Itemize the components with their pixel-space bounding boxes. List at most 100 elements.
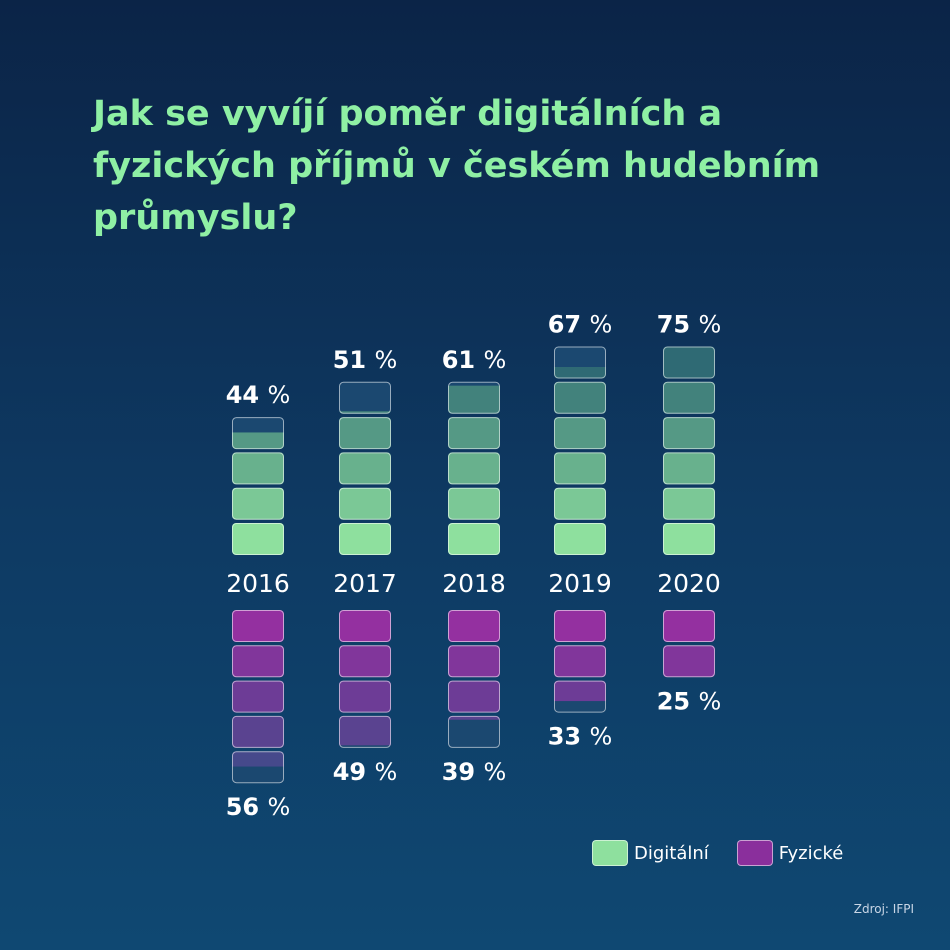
digital-bar-2020-seg-3-outline	[663, 452, 715, 485]
physical-bar-2018-seg-2-fill	[448, 645, 500, 678]
physical-value-label-2017: 49 %	[333, 758, 398, 786]
physical-bar-2017-seg-1	[339, 610, 391, 642]
physical-bar-2016-seg-4-outline	[232, 715, 284, 748]
digital-bar-2017-seg-3-outline	[339, 452, 391, 485]
physical-bar-2017-seg-1-outline	[339, 610, 391, 642]
digital-value-label-2017: 51 %	[333, 346, 398, 374]
digital-bar-2018-seg-4-outline	[448, 417, 500, 450]
digital-bar-2018-seg-3	[448, 452, 500, 485]
digital-bar-2019-seg-6	[554, 346, 606, 379]
digital-bar-2020-seg-1-fill	[663, 523, 715, 555]
digital-bar-2017-seg-3-fill	[339, 452, 391, 485]
digital-bar-2019-seg-4-fill	[554, 417, 606, 450]
digital-bar-2020-seg-2	[663, 487, 715, 520]
digital-bar-2019-seg-1	[554, 523, 606, 555]
physical-bar-2017-seg-2	[339, 645, 391, 678]
digital-bar-2019-seg-5-outline	[554, 381, 606, 414]
physical-bar-2016-seg-1-outline	[232, 610, 284, 642]
digital-bar-2016-seg-4-fill	[232, 432, 284, 450]
source-note: Zdroj: IFPI	[853, 902, 914, 916]
physical-bar-2020-seg-1-outline	[663, 610, 715, 642]
digital-bar-2016-seg-3-fill	[232, 452, 284, 485]
physical-bar-2016-seg-2-outline	[232, 645, 284, 678]
digital-bar-2016-seg-2-fill	[232, 487, 284, 520]
physical-bar-2019-seg-1-outline	[554, 610, 606, 642]
physical-bar-2017-seg-4	[339, 715, 391, 748]
physical-bar-2017-seg-1-fill	[339, 610, 391, 642]
digital-bar-2018-seg-2-outline	[448, 487, 500, 520]
digital-bar-2016-seg-1	[232, 523, 284, 555]
physical-bar-2018-seg-3-outline	[448, 680, 500, 713]
physical-bar-2017-seg-3-outline	[339, 680, 391, 713]
digital-bar-2019-seg-2-outline	[554, 487, 606, 520]
physical-bar-2019-seg-2-fill	[554, 645, 606, 678]
digital-bar-2020-seg-6	[663, 346, 715, 379]
physical-bar-2018-seg-4-bg	[448, 715, 500, 748]
digital-bar-2017-seg-5-bg	[339, 381, 391, 414]
digital-bar-2018-seg-2-fill	[448, 487, 500, 520]
digital-bar-2016-seg-2	[232, 487, 284, 520]
year-label-2019: 2019	[548, 569, 612, 598]
digital-bar-2020-seg-4-fill	[663, 417, 715, 450]
physical-bar-2020-seg-1-fill	[663, 610, 715, 642]
physical-bar-2019-seg-2-outline	[554, 645, 606, 678]
digital-bar-2018-seg-4	[448, 417, 500, 450]
physical-bar-2016-seg-3-outline	[232, 680, 284, 713]
digital-bar-2019-seg-3	[554, 452, 606, 485]
digital-bar-2020-seg-2-outline	[663, 487, 715, 520]
physical-bar-2016-seg-4-fill	[232, 715, 284, 748]
physical-bar-2019-seg-3	[554, 680, 606, 713]
physical-bar-2017-seg-2-fill	[339, 645, 391, 678]
physical-bar-2018-seg-3-fill	[448, 680, 500, 713]
digital-bar-2019-seg-1-outline	[554, 523, 606, 555]
digital-bar-2019-seg-6-fill	[554, 366, 606, 379]
digital-bar-2017-seg-4-fill	[339, 417, 391, 450]
digital-bar-2017-seg-5	[339, 381, 391, 414]
digital-bar-2019-seg-6-outline	[554, 346, 606, 379]
physical-bar-2019-seg-2	[554, 645, 606, 678]
digital-bar-2016-seg-4-outline	[232, 417, 284, 450]
year-label-2016: 2016	[226, 569, 290, 598]
digital-bar-2020-seg-6-fill	[663, 346, 715, 379]
digital-bar-2018-seg-5-outline	[448, 381, 500, 414]
digital-bar-2017-seg-2	[339, 487, 391, 520]
physical-bar-2018-seg-1-fill	[448, 610, 500, 642]
physical-bar-2016-seg-1	[232, 610, 284, 642]
digital-bar-2020-seg-2-fill	[663, 487, 715, 520]
physical-bar-2019-seg-3-fill	[554, 680, 606, 702]
digital-bar-2017-seg-4-outline	[339, 417, 391, 450]
physical-bar-2020-seg-2-fill	[663, 645, 715, 678]
digital-bar-2020-seg-5-outline	[663, 381, 715, 414]
digital-value-label-2018: 61 %	[442, 346, 507, 374]
physical-bar-2018-seg-1-outline	[448, 610, 500, 642]
physical-bar-2018-seg-3	[448, 680, 500, 713]
digital-bar-2018-seg-3-outline	[448, 452, 500, 485]
physical-bar-2019-seg-1	[554, 610, 606, 642]
physical-bar-2017-seg-3	[339, 680, 391, 713]
digital-bar-2017-seg-2-outline	[339, 487, 391, 520]
digital-bar-2018-seg-1	[448, 523, 500, 555]
physical-value-label-2016: 56 %	[226, 793, 291, 821]
digital-bar-2019-seg-2	[554, 487, 606, 520]
physical-bar-2017-seg-2-outline	[339, 645, 391, 678]
physical-bar-2016-seg-1-fill	[232, 610, 284, 642]
physical-bar-2016-seg-3-fill	[232, 680, 284, 713]
digital-bar-2019-seg-3-outline	[554, 452, 606, 485]
digital-bar-2016-seg-1-fill	[232, 523, 284, 555]
digital-bar-2020-seg-5	[663, 381, 715, 414]
physical-bar-2020-seg-2-outline	[663, 645, 715, 678]
physical-bar-2020-seg-2	[663, 645, 715, 678]
physical-bar-2016-seg-2	[232, 645, 284, 678]
digital-bar-2018-seg-5-fill	[448, 385, 500, 414]
physical-bar-2020-seg-1	[663, 610, 715, 642]
digital-value-label-2016: 44 %	[226, 381, 291, 409]
digital-bar-2017-seg-1-outline	[339, 523, 391, 555]
digital-bar-2019-seg-4-outline	[554, 417, 606, 450]
digital-bar-2016-seg-1-outline	[232, 523, 284, 555]
digital-bar-2020-seg-6-outline	[663, 346, 715, 379]
digital-value-label-2019: 67 %	[548, 311, 613, 339]
year-label-2017: 2017	[333, 569, 397, 598]
physical-bar-2018-seg-2-outline	[448, 645, 500, 678]
digital-bar-2016-seg-3-outline	[232, 452, 284, 485]
physical-bar-2016-seg-3	[232, 680, 284, 713]
